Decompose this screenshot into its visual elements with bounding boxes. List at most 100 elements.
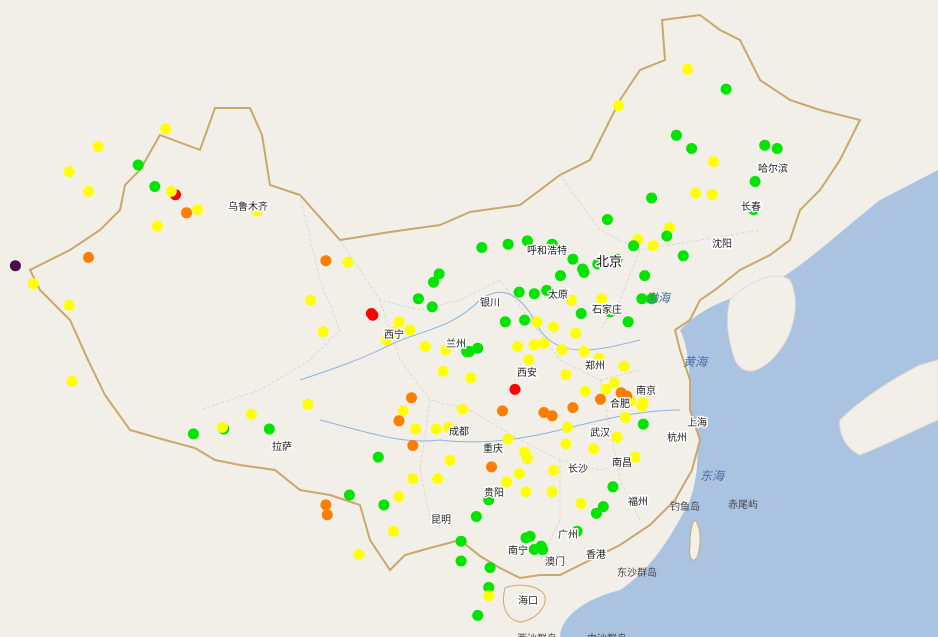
station-dot-yellow[interactable]: [440, 344, 452, 356]
station-dot-green[interactable]: [472, 342, 484, 354]
station-dot-yellow[interactable]: [342, 256, 354, 268]
station-dot-yellow[interactable]: [419, 341, 431, 352]
station-dot-green[interactable]: [483, 581, 495, 593]
station-dot-yellow[interactable]: [690, 187, 702, 199]
station-dot-green[interactable]: [372, 451, 384, 463]
station-dot-yellow[interactable]: [501, 476, 513, 488]
station-dot-yellow[interactable]: [457, 403, 468, 415]
station-dot-yellow[interactable]: [570, 327, 582, 339]
station-dot-green[interactable]: [149, 181, 161, 192]
station-dot-orange[interactable]: [320, 499, 332, 511]
station-dot-yellow[interactable]: [528, 339, 540, 351]
station-dot-yellow[interactable]: [561, 421, 573, 433]
station-dot-green[interactable]: [628, 240, 640, 252]
station-dot-purple[interactable]: [9, 260, 21, 272]
station-dot-yellow[interactable]: [613, 100, 624, 112]
station-dot-yellow[interactable]: [513, 468, 525, 480]
station-dot-orange[interactable]: [320, 255, 332, 267]
station-dot-green[interactable]: [670, 129, 682, 141]
station-dot-yellow[interactable]: [66, 375, 78, 387]
station-dot-orange[interactable]: [615, 387, 627, 399]
station-dot-yellow[interactable]: [608, 377, 620, 389]
station-dot-green[interactable]: [646, 293, 658, 305]
station-dot-yellow[interactable]: [531, 316, 543, 328]
station-dot-green[interactable]: [555, 270, 566, 282]
station-dot-green[interactable]: [639, 270, 651, 282]
station-dot-yellow[interactable]: [27, 278, 39, 290]
station-dot-green[interactable]: [590, 507, 602, 519]
station-dot-yellow[interactable]: [430, 423, 442, 435]
station-dot-yellow[interactable]: [407, 473, 419, 484]
station-dot-green[interactable]: [499, 316, 511, 328]
station-dot-orange[interactable]: [83, 251, 94, 263]
station-dot-yellow[interactable]: [388, 326, 399, 338]
station-dot-yellow[interactable]: [404, 324, 416, 336]
station-dot-yellow[interactable]: [160, 123, 172, 135]
station-dot-orange[interactable]: [407, 440, 419, 451]
station-dot-yellow[interactable]: [192, 204, 204, 216]
station-dot-green[interactable]: [520, 532, 532, 544]
station-dot-yellow[interactable]: [388, 525, 399, 537]
station-dot-green[interactable]: [611, 253, 623, 265]
station-dot-yellow[interactable]: [251, 205, 263, 217]
station-dot-yellow[interactable]: [410, 423, 422, 435]
station-dot-yellow[interactable]: [483, 590, 495, 602]
station-dot-orange[interactable]: [595, 393, 606, 405]
station-dot-yellow[interactable]: [548, 464, 560, 476]
station-dot-yellow[interactable]: [593, 352, 605, 364]
station-dot-red[interactable]: [367, 309, 379, 321]
station-dot-green[interactable]: [528, 288, 540, 300]
station-dot-yellow[interactable]: [521, 453, 533, 465]
station-dot-yellow[interactable]: [465, 372, 477, 384]
station-dot-yellow[interactable]: [588, 443, 600, 455]
station-dot-yellow[interactable]: [636, 400, 648, 412]
station-dot-green[interactable]: [607, 481, 619, 493]
station-dot-yellow[interactable]: [92, 141, 104, 153]
station-dot-green[interactable]: [637, 418, 649, 430]
station-dot-green[interactable]: [749, 176, 761, 187]
station-dot-yellow[interactable]: [444, 454, 456, 466]
station-dot-orange[interactable]: [546, 410, 558, 422]
station-dot-orange[interactable]: [321, 509, 333, 521]
station-dot-orange[interactable]: [486, 461, 497, 473]
station-dot-yellow[interactable]: [216, 421, 228, 433]
station-dot-green[interactable]: [470, 511, 482, 522]
station-dot-orange[interactable]: [181, 207, 192, 219]
station-dot-green[interactable]: [461, 346, 473, 357]
station-dot-green[interactable]: [748, 204, 760, 216]
station-dot-yellow[interactable]: [619, 411, 631, 423]
station-dot-green[interactable]: [455, 555, 467, 567]
station-dot-yellow[interactable]: [305, 294, 317, 306]
station-dot-green[interactable]: [412, 293, 424, 305]
station-dot-yellow[interactable]: [538, 337, 550, 349]
station-dot-yellow[interactable]: [302, 398, 314, 410]
station-dot-green[interactable]: [519, 314, 531, 326]
station-dot-green[interactable]: [567, 253, 579, 265]
station-dot-green[interactable]: [537, 544, 549, 555]
station-dot-yellow[interactable]: [437, 365, 449, 377]
station-dot-green[interactable]: [513, 286, 525, 298]
station-dot-yellow[interactable]: [165, 185, 177, 197]
station-dot-green[interactable]: [686, 143, 698, 154]
station-dot-yellow[interactable]: [560, 369, 572, 381]
station-dot-green[interactable]: [472, 609, 484, 621]
station-dot-yellow[interactable]: [647, 240, 659, 252]
station-dot-yellow[interactable]: [548, 321, 560, 333]
station-dot-orange[interactable]: [497, 405, 508, 417]
station-dot-orange[interactable]: [406, 392, 417, 404]
station-dot-yellow[interactable]: [629, 451, 641, 463]
station-dot-green[interactable]: [577, 263, 589, 275]
station-dot-yellow[interactable]: [393, 491, 405, 503]
station-dot-green[interactable]: [476, 242, 488, 253]
station-dot-green[interactable]: [502, 238, 514, 250]
station-dot-yellow[interactable]: [393, 316, 405, 328]
station-dot-green[interactable]: [483, 494, 495, 506]
station-dot-yellow[interactable]: [600, 383, 612, 395]
station-dot-yellow[interactable]: [381, 334, 393, 346]
station-dot-yellow[interactable]: [523, 354, 535, 366]
station-dot-green[interactable]: [661, 230, 673, 242]
station-dot-yellow[interactable]: [708, 156, 720, 168]
station-dot-yellow[interactable]: [556, 344, 568, 356]
station-dot-yellow[interactable]: [520, 486, 532, 498]
station-dot-green[interactable]: [575, 308, 587, 319]
